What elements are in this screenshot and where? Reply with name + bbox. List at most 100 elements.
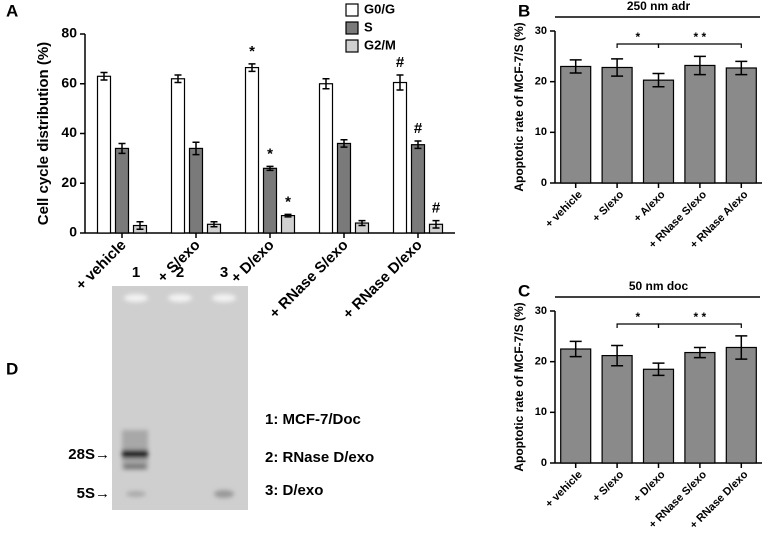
bar bbox=[601, 354, 633, 464]
y-tick-label: 80 bbox=[61, 25, 77, 41]
chart-title: 250 nm adr bbox=[627, 0, 691, 13]
gel-legend: 2: RNase D/exo bbox=[265, 449, 374, 466]
panel-letter: C bbox=[518, 281, 530, 300]
annotation: * bbox=[267, 145, 273, 162]
error-bar bbox=[652, 72, 665, 88]
error-bar bbox=[735, 60, 748, 76]
panel-letter: A bbox=[6, 1, 18, 20]
panel-letter: D bbox=[6, 359, 18, 378]
x-tick-label: + vehicle bbox=[73, 237, 130, 294]
error-bar bbox=[569, 59, 582, 74]
error-bar bbox=[432, 219, 440, 229]
lane-label: 2 bbox=[176, 264, 184, 281]
error-bar bbox=[118, 142, 126, 155]
lane-label: 1 bbox=[132, 264, 140, 281]
significance-bracket bbox=[657, 323, 742, 328]
panel-letter: B bbox=[518, 1, 530, 20]
error-bar bbox=[266, 165, 274, 172]
bar bbox=[725, 346, 757, 464]
y-tick-label: 40 bbox=[61, 124, 77, 140]
gel-legend: 1: MCF-7/Doc bbox=[265, 411, 361, 428]
significance-label: * * bbox=[694, 30, 707, 44]
bar bbox=[318, 83, 334, 234]
error-bar bbox=[396, 74, 404, 91]
bar bbox=[684, 351, 716, 464]
legend-label: S bbox=[364, 19, 373, 34]
significance-bracket bbox=[616, 323, 660, 328]
error-bar bbox=[735, 335, 748, 360]
error-bar bbox=[358, 219, 366, 227]
lane-label: 3 bbox=[220, 264, 228, 281]
legend-swatch bbox=[345, 3, 359, 17]
error-bar bbox=[569, 340, 582, 358]
bar bbox=[280, 214, 296, 234]
bar bbox=[642, 368, 675, 464]
bar bbox=[392, 81, 408, 234]
x-tick-label: + S/exo bbox=[590, 468, 626, 504]
y-axis-label: Apoptotic rate of MCF-7/S (%) bbox=[512, 302, 526, 471]
bar bbox=[560, 65, 592, 184]
legend-swatch bbox=[345, 21, 359, 35]
x-tick-label: + A/exo bbox=[632, 188, 668, 224]
bar bbox=[170, 78, 186, 234]
error-bar bbox=[340, 138, 348, 148]
x-tick-label: + S/exo bbox=[590, 188, 626, 224]
gel bbox=[112, 286, 248, 510]
y-tick-label: 20 bbox=[61, 174, 77, 190]
significance-bracket bbox=[657, 43, 742, 48]
bar bbox=[642, 79, 675, 184]
error-bar bbox=[136, 221, 144, 231]
annotation: # bbox=[432, 200, 441, 217]
legend-swatch bbox=[345, 39, 359, 53]
annotation: * bbox=[249, 43, 255, 60]
error-bar bbox=[693, 346, 706, 359]
annotation: # bbox=[396, 54, 405, 71]
y-tick-label: 20 bbox=[535, 76, 547, 88]
bar bbox=[114, 147, 130, 234]
annotation: # bbox=[414, 120, 423, 137]
bar bbox=[96, 75, 112, 234]
y-axis-label: Apoptotic rate of MCF-7/S (%) bbox=[512, 22, 526, 191]
legend-label: G2/M bbox=[364, 37, 396, 52]
bar bbox=[336, 142, 352, 234]
band-marker: 28S→ bbox=[68, 446, 110, 463]
bar bbox=[410, 144, 426, 234]
error-bar bbox=[284, 213, 292, 218]
error-bar bbox=[611, 344, 624, 367]
bar bbox=[188, 147, 204, 234]
x-tick-label: + vehicle bbox=[543, 189, 585, 231]
bar bbox=[725, 67, 757, 184]
bar bbox=[560, 348, 592, 464]
error-bar bbox=[100, 71, 108, 81]
gel-bands bbox=[122, 294, 236, 498]
significance-label: * * bbox=[694, 310, 707, 324]
y-tick-label: 30 bbox=[535, 25, 547, 37]
error-bar bbox=[652, 362, 665, 377]
y-axis-label: Cell cycle distribution (%) bbox=[35, 42, 52, 225]
significance-bracket bbox=[616, 43, 660, 48]
error-bar bbox=[248, 63, 256, 73]
y-tick-label: 60 bbox=[61, 74, 77, 90]
bar bbox=[684, 64, 716, 184]
bar bbox=[244, 66, 260, 234]
gel-legend: 3: D/exo bbox=[265, 482, 323, 499]
y-tick-label: 10 bbox=[535, 406, 547, 418]
annotation: * bbox=[285, 193, 291, 210]
bar bbox=[601, 66, 633, 184]
error-bar bbox=[611, 58, 624, 77]
y-tick-label: 30 bbox=[535, 305, 547, 317]
bar bbox=[262, 167, 278, 234]
significance-label: * bbox=[635, 310, 640, 324]
significance-label: * bbox=[635, 30, 640, 44]
x-tick-label: + RNase S/exo bbox=[266, 237, 351, 322]
error-bar bbox=[693, 55, 706, 76]
error-bar bbox=[174, 74, 182, 84]
y-tick-label: 20 bbox=[535, 356, 547, 368]
x-tick-label: + vehicle bbox=[543, 469, 585, 511]
y-tick-label: 10 bbox=[535, 126, 547, 138]
legend-label: G0/G bbox=[364, 1, 395, 16]
x-tick-label: + D/exo bbox=[631, 468, 668, 505]
band-marker: 5S→ bbox=[77, 485, 110, 502]
y-tick-label: 0 bbox=[69, 224, 77, 240]
